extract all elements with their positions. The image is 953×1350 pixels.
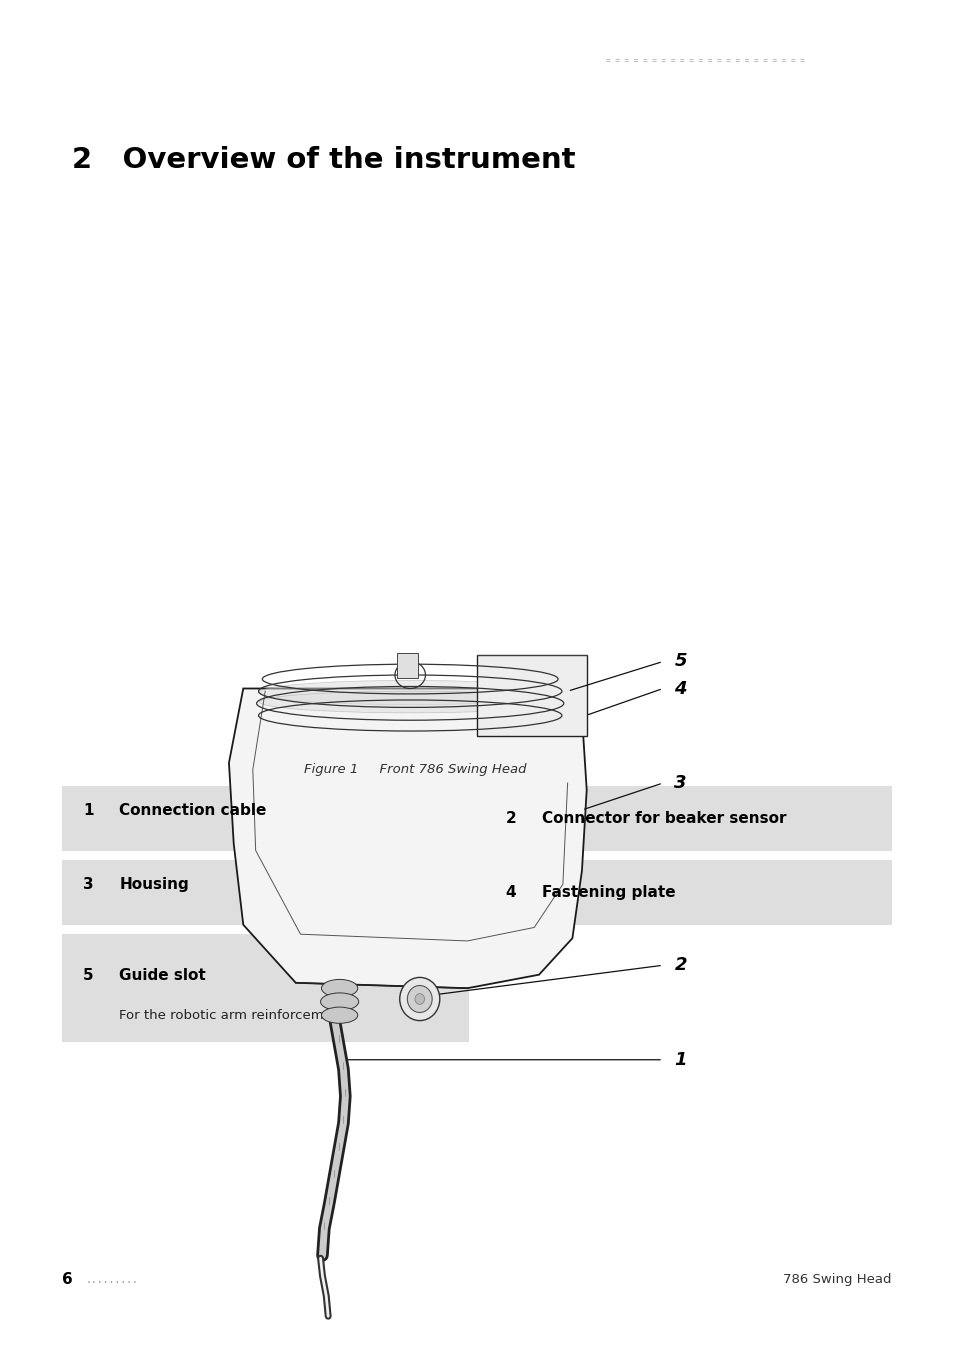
- Ellipse shape: [258, 680, 561, 705]
- Text: For the robotic arm reinforcement.: For the robotic arm reinforcement.: [119, 1008, 350, 1022]
- Text: 1: 1: [674, 1050, 686, 1069]
- Ellipse shape: [321, 1007, 357, 1023]
- Text: 3: 3: [674, 774, 686, 792]
- Text: 4: 4: [674, 679, 686, 698]
- Text: 5: 5: [674, 652, 686, 671]
- Ellipse shape: [415, 994, 424, 1004]
- FancyBboxPatch shape: [62, 786, 469, 850]
- Polygon shape: [229, 688, 586, 988]
- Text: Housing: Housing: [119, 878, 189, 892]
- FancyBboxPatch shape: [62, 934, 469, 1042]
- Ellipse shape: [321, 980, 357, 996]
- Text: Connector for beaker sensor: Connector for beaker sensor: [541, 810, 785, 826]
- FancyBboxPatch shape: [62, 860, 469, 925]
- FancyBboxPatch shape: [484, 786, 891, 850]
- Text: 4: 4: [505, 884, 516, 900]
- Ellipse shape: [407, 986, 432, 1012]
- Text: Figure 1     Front 786 Swing Head: Figure 1 Front 786 Swing Head: [303, 763, 526, 776]
- Text: 2: 2: [674, 956, 686, 975]
- Text: 786 Swing Head: 786 Swing Head: [782, 1273, 891, 1287]
- Text: 1: 1: [83, 803, 93, 818]
- Text: 5: 5: [83, 968, 93, 983]
- Text: = = = = = = = = = = = = = = = = = = = = = =: = = = = = = = = = = = = = = = = = = = = …: [605, 57, 803, 65]
- Text: 2   Overview of the instrument: 2 Overview of the instrument: [71, 146, 575, 174]
- Text: 2: 2: [505, 810, 516, 826]
- Ellipse shape: [320, 994, 358, 1010]
- Ellipse shape: [399, 977, 439, 1021]
- FancyBboxPatch shape: [396, 653, 417, 678]
- Text: .........: .........: [86, 1274, 138, 1285]
- FancyBboxPatch shape: [484, 860, 891, 925]
- Text: 6: 6: [62, 1272, 72, 1288]
- Text: Guide slot: Guide slot: [119, 968, 206, 983]
- Ellipse shape: [259, 691, 560, 713]
- Text: Connection cable: Connection cable: [119, 803, 266, 818]
- FancyBboxPatch shape: [476, 655, 586, 736]
- Text: 3: 3: [83, 878, 93, 892]
- Text: Fastening plate: Fastening plate: [541, 884, 675, 900]
